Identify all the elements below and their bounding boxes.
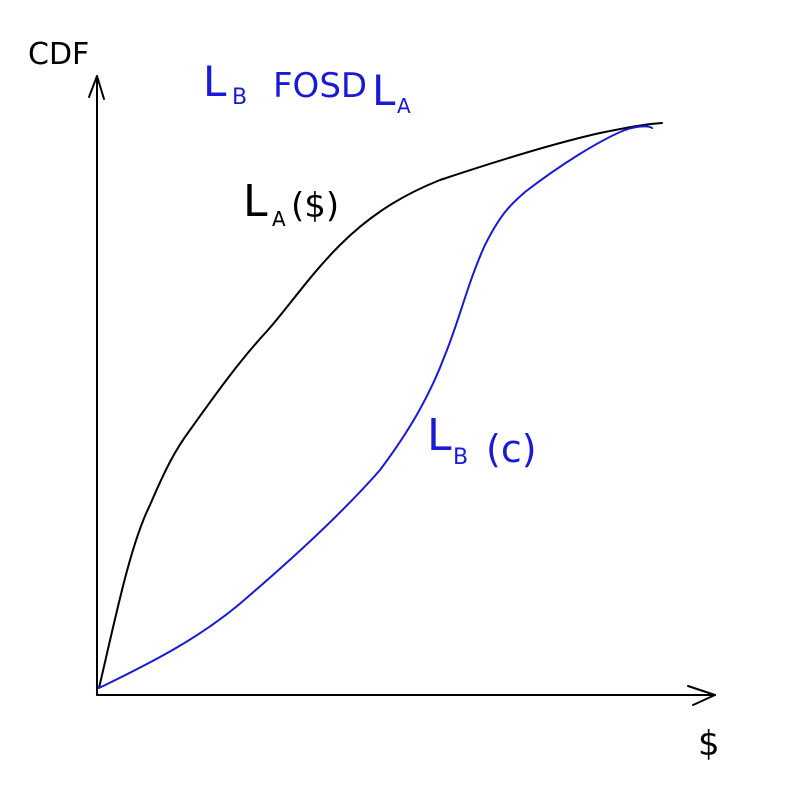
title-other-letter: L [372,66,396,115]
curve-b-label-argument: (c) [486,427,537,471]
y-axis-label: CDF [28,37,89,72]
y-axis-arrowhead [88,75,105,100]
title-relation: FOSD [273,66,367,106]
curve-b-line [98,125,653,689]
title: L B FOSD L A [203,57,411,118]
curve-a-label-letter: L [243,176,268,227]
title-main-subscript: B [232,85,247,110]
curve-b-label-letter: L [427,410,452,461]
x-axis-label: $ [698,724,720,764]
axes [88,75,716,706]
title-other-subscript: A [397,94,411,118]
title-main-letter: L [203,57,227,106]
x-axis-arrowhead [687,685,716,706]
curve-a-label: L A ($) [243,176,339,231]
curve-b-label: L B (c) [427,410,537,471]
curve-b-label-subscript: B [453,445,468,470]
curve-a-label-subscript: A [272,207,286,231]
curve-a-label-argument: ($) [291,186,339,226]
curve-a-line [98,122,663,689]
